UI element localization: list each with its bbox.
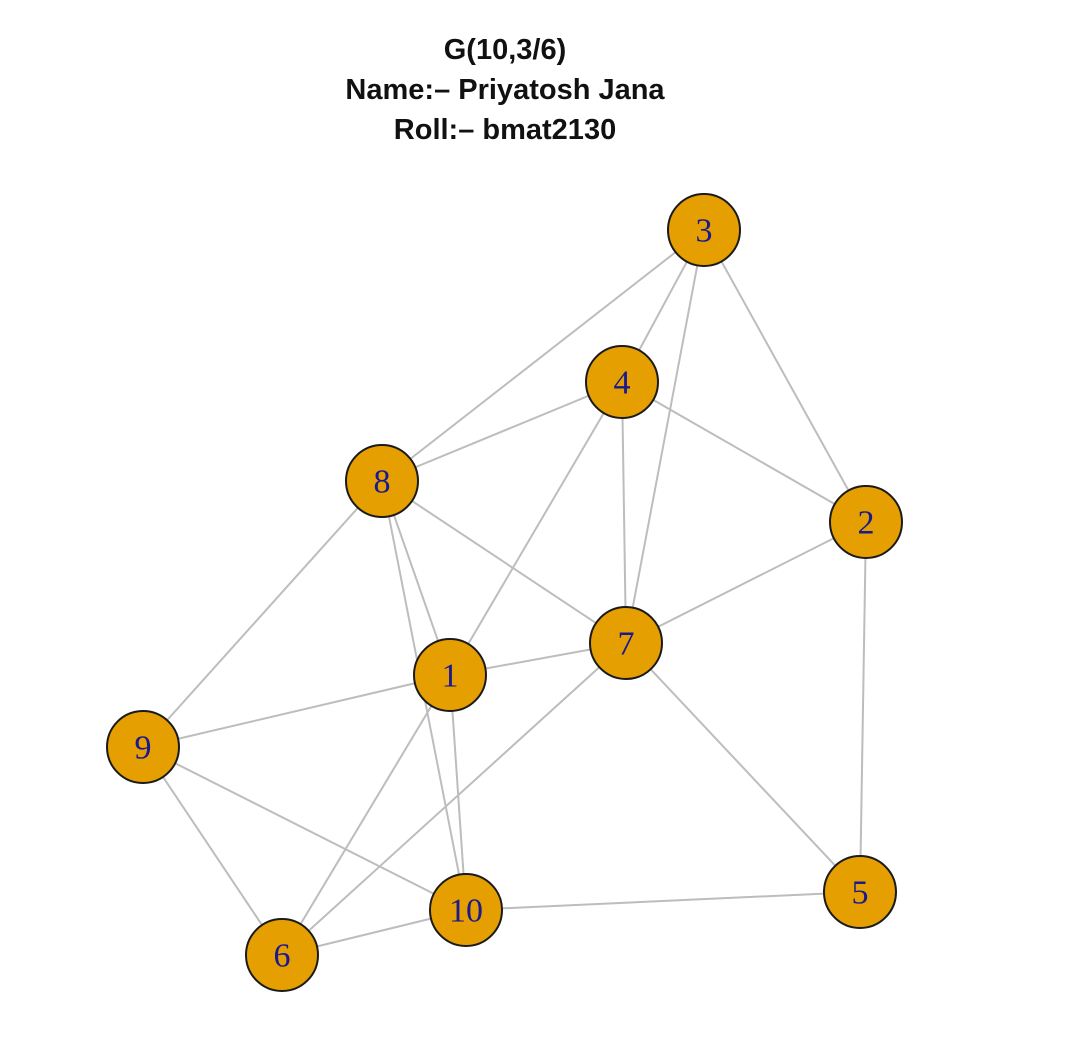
edge-1-9 [142,674,451,748]
node-circle-6 [245,918,319,992]
edge-2-7 [625,521,867,644]
edge-4-8 [381,381,623,482]
node-7: 7 [589,606,663,680]
node-label-2: 2 [858,505,875,542]
edge-10-5 [465,891,861,911]
node-circle-8 [345,444,419,518]
node-9: 9 [106,710,180,784]
node-label-8: 8 [374,464,391,501]
edge-2-5 [859,521,867,893]
node-4: 4 [585,345,659,419]
node-circle-9 [106,710,180,784]
node-2: 2 [829,485,903,559]
node-label-6: 6 [274,938,291,975]
edge-4-1 [449,381,623,676]
node-label-10: 10 [449,893,483,930]
node-label-7: 7 [618,626,635,663]
edge-3-2 [703,229,867,523]
edge-8-7 [381,480,627,644]
edge-3-7 [625,229,705,644]
node-label-1: 1 [442,658,459,695]
node-label-9: 9 [135,730,152,767]
title-line-name: Name:– Priyatosh Jana [345,74,665,106]
node-circle-2 [829,485,903,559]
node-label-5: 5 [852,875,869,912]
node-circle-1 [413,638,487,712]
edge-4-2 [621,381,867,523]
edge-1-10 [449,674,467,911]
edge-7-6 [281,642,627,956]
edge-3-8 [381,229,705,482]
edge-4-7 [621,381,627,644]
edges-layer [142,229,867,956]
edge-9-6 [142,746,283,956]
node-10: 10 [429,873,503,947]
edge-9-10 [142,746,467,911]
node-8: 8 [345,444,419,518]
node-label-3: 3 [696,213,713,250]
node-1: 1 [413,638,487,712]
node-label-4: 4 [614,365,631,402]
node-circle-5 [823,855,897,929]
node-6: 6 [245,918,319,992]
node-circle-4 [585,345,659,419]
title-line-roll: Roll:– bmat2130 [393,114,617,146]
node-circle-3 [667,193,741,267]
node-circle-10 [429,873,503,947]
edge-8-9 [142,480,383,748]
edge-1-6 [281,674,451,956]
node-3: 3 [667,193,741,267]
node-5: 5 [823,855,897,929]
node-circle-7 [589,606,663,680]
edge-7-5 [625,642,861,893]
graph-title: G(10,3/6) Name:– Priyatosh Jana Roll:– b… [0,30,1010,150]
title-line-1: G(10,3/6) [443,34,567,66]
nodes-layer: 1 2 3 4 5 6 7 8 9 10 [106,193,903,992]
